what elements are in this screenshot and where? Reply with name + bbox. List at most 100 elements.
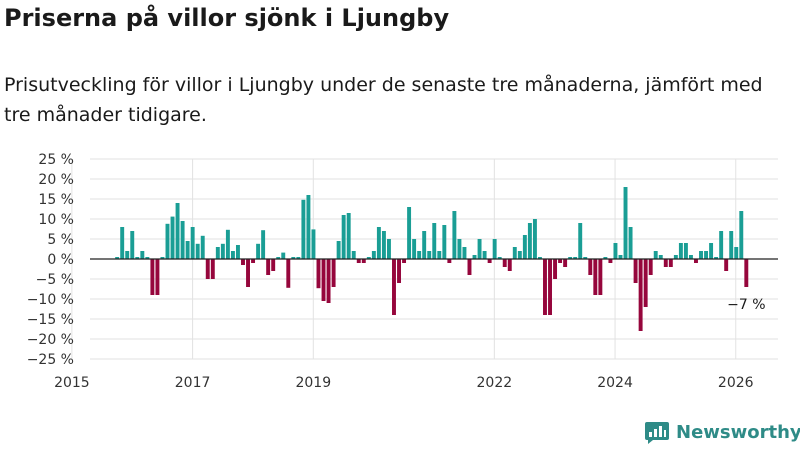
bar <box>643 259 648 307</box>
bar <box>583 257 588 259</box>
bar <box>613 243 618 259</box>
bar <box>638 259 643 331</box>
bar <box>170 216 175 259</box>
bar <box>472 255 477 259</box>
bar <box>402 259 407 263</box>
bar <box>261 230 266 259</box>
bar <box>336 241 341 259</box>
bar <box>492 239 497 259</box>
y-tick-label: 25 % <box>38 152 74 168</box>
bar <box>714 257 719 259</box>
bar <box>417 251 422 259</box>
bar <box>321 259 326 301</box>
bar <box>573 257 578 259</box>
chart-subtitle: Prisutveckling för villor i Ljungby unde… <box>4 74 763 126</box>
bar <box>553 259 558 279</box>
bar <box>658 255 663 259</box>
bar <box>442 225 447 259</box>
y-tick-label: −25 % <box>27 352 74 368</box>
y-tick-label: 10 % <box>38 212 74 228</box>
bar <box>281 252 286 259</box>
bar-chart: 25 % 20 % 15 % 10 % 5 % 0 % −5 % −10 % −15 % −20 … <box>27 152 778 391</box>
bar <box>633 259 638 283</box>
bar <box>306 195 311 259</box>
bar <box>512 247 517 259</box>
bar <box>422 231 427 259</box>
bar <box>185 241 190 259</box>
bar <box>517 251 522 259</box>
bar <box>346 213 351 259</box>
bar <box>724 259 729 271</box>
bar <box>648 259 653 275</box>
y-tick-label: 0 % <box>47 252 74 268</box>
bar <box>709 243 714 259</box>
bar <box>271 259 276 271</box>
bar <box>507 259 512 271</box>
bar <box>447 259 452 263</box>
y-tick-label: −10 % <box>27 292 74 308</box>
x-tick-label: 2024 <box>597 375 633 391</box>
bar <box>241 259 245 265</box>
bar <box>311 229 316 259</box>
bar <box>392 259 396 315</box>
bar <box>205 259 210 279</box>
bar <box>376 227 381 259</box>
bar <box>120 227 125 259</box>
bar <box>598 259 603 295</box>
bar <box>356 259 361 263</box>
bar <box>437 251 442 259</box>
brand-name: Newsworthy <box>676 421 800 443</box>
bar <box>462 247 467 259</box>
bar <box>397 259 401 283</box>
bar <box>502 259 507 267</box>
bar <box>220 243 225 259</box>
bar <box>225 229 230 259</box>
bar <box>251 259 256 263</box>
bar <box>603 257 608 259</box>
y-tick-label: 20 % <box>38 172 74 188</box>
bar <box>427 251 432 259</box>
bar <box>482 251 487 259</box>
y-tick-label: −20 % <box>27 332 74 348</box>
bar <box>351 251 356 259</box>
bar <box>386 239 391 259</box>
y-tick-label: 5 % <box>47 232 74 248</box>
bar <box>341 215 346 259</box>
bar <box>558 259 563 263</box>
bar <box>407 207 412 259</box>
annotations: −7 % <box>727 297 765 313</box>
bar <box>381 231 386 259</box>
bar <box>744 259 749 287</box>
bar <box>326 259 331 303</box>
bar <box>195 243 200 259</box>
bar <box>215 247 220 259</box>
x-tick-label: 2026 <box>718 375 754 391</box>
bar <box>704 251 709 259</box>
bar <box>210 259 215 279</box>
bar <box>457 239 462 259</box>
bar <box>155 259 160 295</box>
bar <box>276 257 281 259</box>
bar <box>361 259 366 263</box>
bar <box>487 259 492 263</box>
bar <box>331 259 336 287</box>
bar <box>628 227 633 259</box>
bar <box>316 259 321 289</box>
bar <box>653 251 658 259</box>
last-value-label: −7 % <box>727 297 765 313</box>
bar <box>543 259 547 315</box>
bar <box>618 255 623 259</box>
bar <box>130 231 135 259</box>
bar <box>175 203 180 259</box>
bar <box>537 257 542 259</box>
bar <box>678 243 683 259</box>
x-tick-label: 2017 <box>175 375 211 391</box>
bar <box>673 255 678 259</box>
bar <box>452 211 457 259</box>
bar <box>699 251 703 259</box>
bar <box>150 259 155 295</box>
newsworthy-logo: Newsworthy <box>644 420 800 444</box>
bar <box>286 259 291 288</box>
bar <box>563 259 568 267</box>
bar <box>246 259 250 287</box>
